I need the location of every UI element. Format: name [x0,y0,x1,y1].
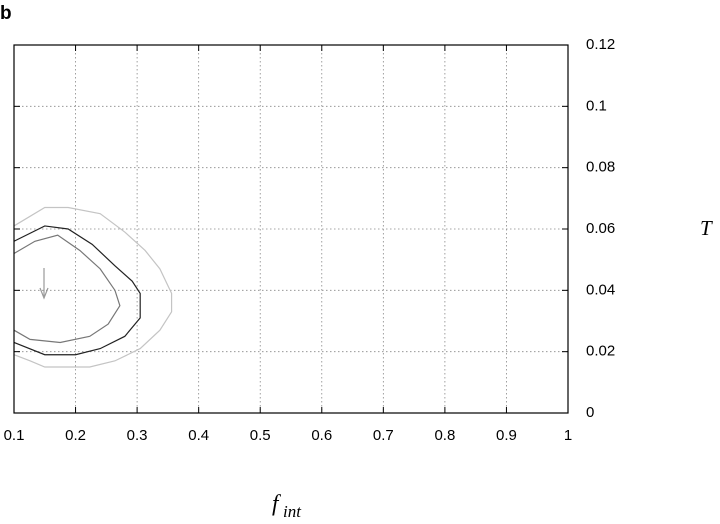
contour-line [13,234,121,344]
x-tick-label: 0.6 [311,427,332,444]
y-tick-label: 0.06 [586,220,615,237]
arrow-head [39,287,49,300]
x-tick-label: 0.3 [127,427,148,444]
plot-frame [13,44,569,414]
contour-line [13,206,173,368]
y-tick-label: 0 [586,404,594,421]
x-tick-label: 0.2 [65,427,86,444]
x-tick-label: 0.5 [250,427,271,444]
y-tick-label: 0.08 [586,159,615,176]
x-tick-label: 0.1 [4,427,25,444]
y-tick-label: 0.12 [586,36,615,53]
contour-line [13,225,141,356]
y-tick-label: 0.04 [586,281,615,298]
x-axis-label-subscript: int [283,502,302,521]
x-tick-label: 0.8 [434,427,455,444]
y-tick-label: 0.1 [586,97,607,114]
x-tick-label: 1 [564,427,572,444]
x-axis-label: f [272,490,282,515]
x-tick-label: 0.4 [188,427,209,444]
y-tick-label: 0.02 [586,343,615,360]
x-tick-label: 0.7 [373,427,394,444]
panel-label: b [0,3,12,24]
y-axis-label: T [700,216,713,240]
x-tick-label: 0.9 [496,427,517,444]
